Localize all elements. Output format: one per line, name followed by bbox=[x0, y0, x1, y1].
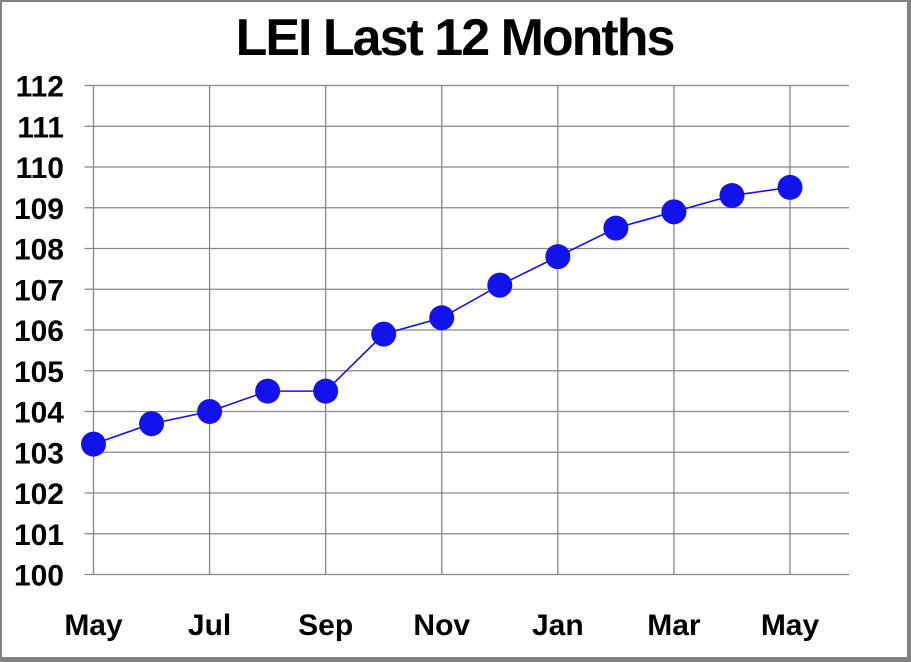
data-point bbox=[371, 321, 397, 347]
data-point bbox=[197, 399, 223, 424]
x-axis-label: May bbox=[761, 609, 820, 642]
y-axis-label: 103 bbox=[14, 437, 64, 470]
x-axis-label: Sep bbox=[298, 609, 353, 642]
y-axis-label: 110 bbox=[16, 152, 64, 185]
data-point bbox=[313, 378, 339, 404]
y-axis-label: 108 bbox=[14, 234, 64, 267]
x-axis-label: Mar bbox=[647, 609, 701, 642]
x-axis-label: Jul bbox=[188, 609, 231, 642]
chart-title: LEI Last 12 Months bbox=[235, 9, 676, 67]
data-point bbox=[255, 378, 281, 404]
x-axis-label: Nov bbox=[413, 609, 470, 642]
y-axis-label: 100 bbox=[14, 560, 64, 593]
y-axis-label: 101 bbox=[14, 519, 64, 552]
data-point bbox=[719, 183, 745, 209]
data-point bbox=[545, 244, 571, 270]
y-axis-label: 106 bbox=[14, 315, 64, 348]
data-point bbox=[777, 174, 803, 200]
y-axis-label: 109 bbox=[14, 193, 64, 226]
y-axis-label: 104 bbox=[14, 397, 64, 430]
y-axis-label: 111 bbox=[17, 111, 64, 144]
data-point bbox=[487, 272, 513, 298]
data-point bbox=[429, 305, 455, 331]
y-axis-label: 102 bbox=[14, 478, 64, 511]
x-axis-label: May bbox=[64, 609, 123, 642]
x-axis-label: Jan bbox=[532, 609, 584, 642]
data-point bbox=[139, 411, 165, 437]
y-axis-label: 112 bbox=[16, 71, 64, 104]
data-point bbox=[661, 199, 687, 225]
y-axis-label: 105 bbox=[14, 356, 64, 389]
data-point bbox=[81, 431, 106, 457]
data-point bbox=[603, 215, 629, 241]
y-axis-label: 107 bbox=[14, 274, 64, 307]
